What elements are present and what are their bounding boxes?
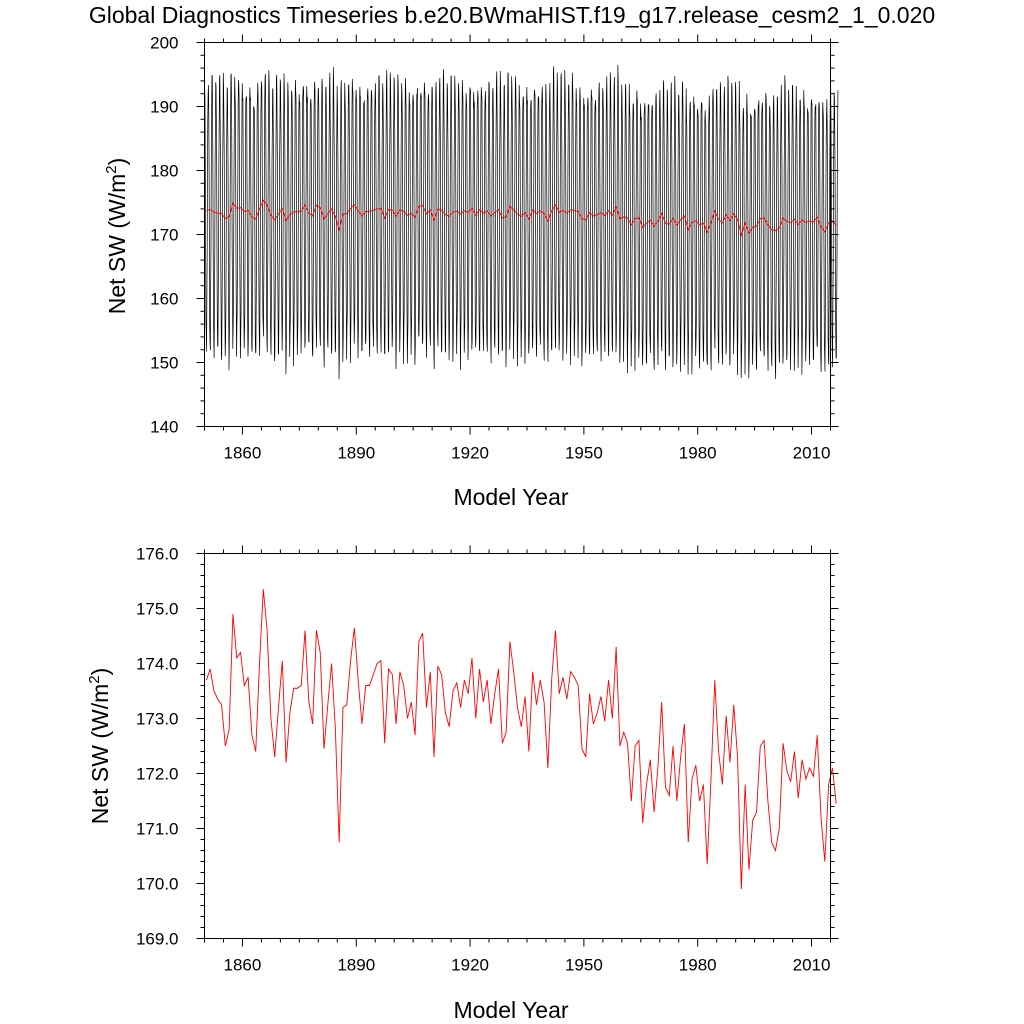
x-tick-label: 1950 bbox=[565, 956, 603, 975]
annual-mean-net-sw-line bbox=[206, 199, 837, 237]
y-tick-label: 174.0 bbox=[136, 655, 179, 674]
bottom-tick-labels: 1860 1890 1920 1950 1980 2010 169.0 170.0 171.0 1… bbox=[136, 545, 830, 975]
x-tick-label: 2010 bbox=[793, 956, 831, 975]
monthly-series-group bbox=[204, 64, 839, 380]
bottom-plot-frame bbox=[204, 553, 831, 939]
bottom-x-axis-title: Model Year bbox=[453, 997, 568, 1023]
x-tick-label: 1980 bbox=[679, 956, 717, 975]
y-tick-label: 169.0 bbox=[136, 930, 179, 949]
y-tick-label: 176.0 bbox=[136, 545, 179, 564]
top-axis-ticks bbox=[196, 34, 839, 435]
x-tick-label: 1920 bbox=[451, 444, 489, 463]
x-tick-label: 2010 bbox=[793, 444, 831, 463]
annual-mean-series-group bbox=[206, 199, 837, 237]
y-tick-label: 200 bbox=[150, 34, 178, 53]
annual-mean-series-group bbox=[205, 589, 837, 890]
top-x-axis-title: Model Year bbox=[453, 484, 568, 510]
y-tick-label: 175.0 bbox=[136, 600, 179, 619]
x-tick-label: 1890 bbox=[337, 444, 375, 463]
top-y-axis-title: Net SW (W/m2) bbox=[103, 158, 130, 315]
y-tick-label: 150 bbox=[150, 354, 178, 373]
y-tick-label: 190 bbox=[150, 98, 178, 117]
y-tick-label: 171.0 bbox=[136, 820, 179, 839]
x-tick-label: 1860 bbox=[224, 956, 262, 975]
x-tick-label: 1890 bbox=[337, 956, 375, 975]
top-tick-labels: 1860 1890 1920 1950 1980 2010 140 150 160 170 180 1… bbox=[150, 34, 830, 463]
annual-mean-net-sw-line bbox=[205, 589, 837, 890]
y-tick-label: 172.0 bbox=[136, 765, 179, 784]
bottom-panel-annual-mean: 1860 1890 1920 1950 1980 2010 169.0 170.0 171.0 1… bbox=[86, 545, 839, 1023]
x-tick-label: 1980 bbox=[679, 444, 717, 463]
y-tick-label: 173.0 bbox=[136, 710, 179, 729]
y-tick-label: 140 bbox=[150, 418, 178, 437]
y-tick-label: 160 bbox=[150, 290, 178, 309]
y-tick-label: 170.0 bbox=[136, 875, 179, 894]
figure-title: Global Diagnostics Timeseries b.e20.BWma… bbox=[88, 2, 936, 28]
x-tick-label: 1920 bbox=[451, 956, 489, 975]
x-tick-label: 1860 bbox=[224, 444, 262, 463]
bottom-y-axis-title: Net SW (W/m2) bbox=[86, 668, 113, 825]
top-panel-monthly-timeseries: 1860 1890 1920 1950 1980 2010 140 150 160 170 180 1… bbox=[103, 34, 839, 510]
y-tick-label: 170 bbox=[150, 226, 178, 245]
x-tick-label: 1950 bbox=[565, 444, 603, 463]
bottom-axis-ticks bbox=[196, 545, 839, 947]
y-tick-label: 180 bbox=[150, 162, 178, 181]
monthly-net-sw-line bbox=[204, 64, 839, 380]
